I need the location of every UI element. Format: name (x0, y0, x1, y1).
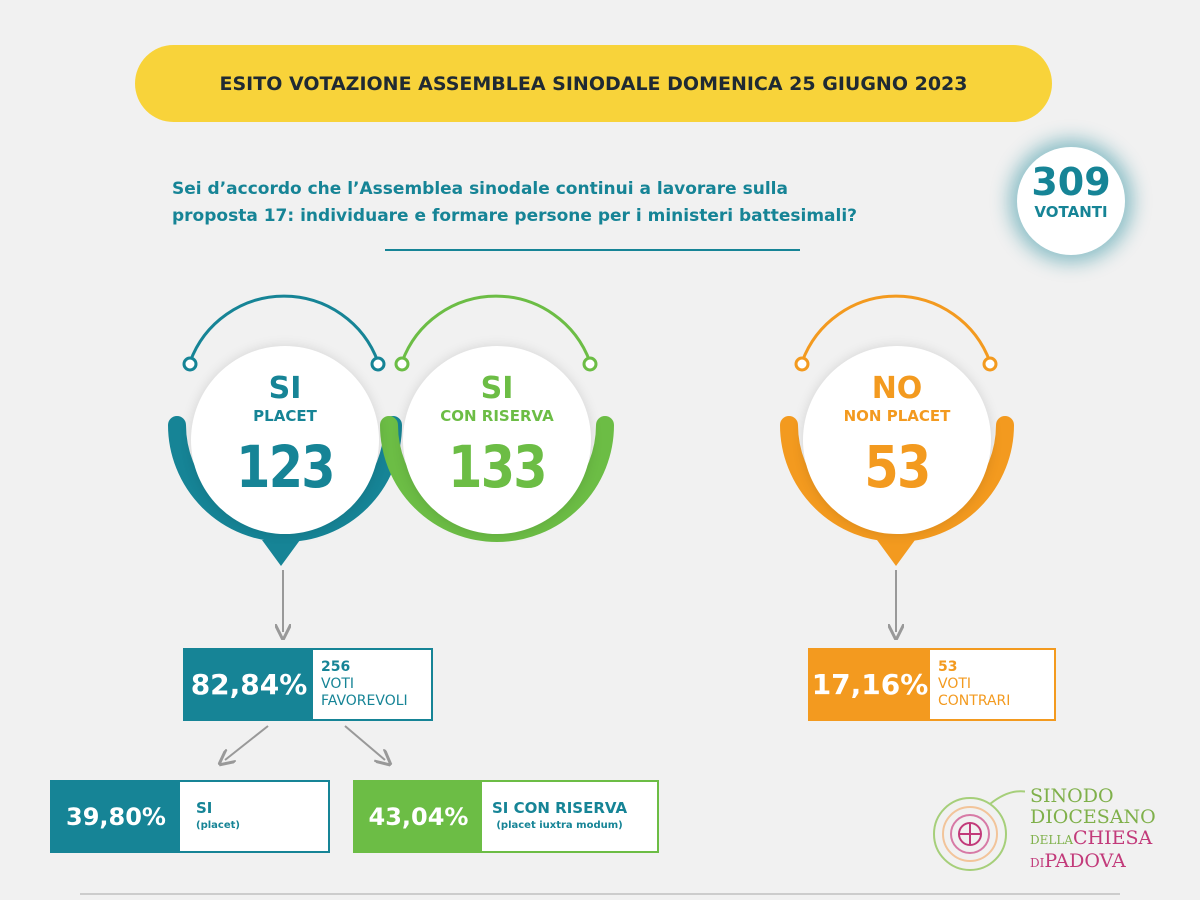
option-count: 123 (236, 433, 336, 501)
footer-divider (80, 893, 1120, 895)
breakdown-riserva-label: SI CON RISERVA (492, 798, 628, 817)
option-count: 53 (864, 433, 931, 501)
spiral-cross-icon (933, 790, 1025, 871)
option-si-con-riserva: SI CON RISERVA 133 (403, 346, 591, 534)
option-si-placet: SI PLACET 123 (191, 346, 379, 534)
logo-di: DI (1030, 856, 1045, 870)
option-title: SI (268, 371, 302, 406)
contrari-label-2: CONTRARI (938, 693, 1011, 709)
option-title: SI (480, 371, 514, 406)
breakdown-si-percent: 39,80% (52, 782, 180, 851)
voters-count: 309 (1031, 160, 1111, 204)
favorevoli-label-2: FAVOREVOLI (321, 693, 408, 709)
logo-line-1: SINODO (1030, 785, 1114, 807)
breakdown-si-details: SI (placet) (180, 782, 240, 851)
voters-label: VOTANTI (1034, 203, 1108, 221)
contrari-box: 17,16% 53 VOTI CONTRARI (808, 648, 1056, 721)
breakdown-riserva-details: SI CON RISERVA (placet iuxtra modum) (482, 782, 627, 851)
favorevoli-label-1: VOTI (321, 676, 355, 692)
logo-chiesa: CHIESA (1072, 827, 1153, 849)
breakdown-si-box: 39,80% SI (placet) (50, 780, 330, 853)
option-subtitle: PLACET (253, 407, 317, 425)
breakdown-si-sub: (placet) (196, 819, 240, 831)
contrari-count: 53 (938, 659, 958, 675)
breakdown-riserva-sub: (placet iuxtra modum) (496, 819, 623, 831)
contrari-details: 53 VOTI CONTRARI (930, 650, 1010, 719)
logo-della: DELLA (1030, 833, 1073, 847)
title-banner: ESITO VOTAZIONE ASSEMBLEA SINODALE DOMEN… (135, 45, 1052, 122)
breakdown-riserva-percent: 43,04% (355, 782, 482, 851)
question-line-1: Sei d’accordo che l’Assemblea sinodale c… (172, 179, 788, 199)
option-subtitle: CON RISERVA (440, 407, 554, 425)
contrari-label-1: VOTI (938, 676, 972, 692)
favorevoli-box: 82,84% 256 VOTI FAVOREVOLI (183, 648, 433, 721)
sinodo-logo: SINODO DIOCESANO DELLACHIESA DIPADOVA (930, 782, 1160, 882)
favorevoli-percent: 82,84% (185, 650, 313, 719)
question-line-2: proposta 17: individuare e formare perso… (172, 206, 858, 226)
breakdown-riserva-box: 43,04% SI CON RISERVA (placet iuxtra mod… (353, 780, 659, 853)
breakdown-si-label: SI (196, 798, 213, 817)
option-count: 133 (448, 433, 548, 501)
contrari-percent: 17,16% (810, 650, 930, 719)
option-subtitle: NON PLACET (843, 407, 951, 425)
question: Sei d’accordo che l’Assemblea sinodale c… (172, 176, 972, 230)
logo-padova: PADOVA (1044, 850, 1126, 872)
logo-line-2: DIOCESANO (1030, 806, 1156, 828)
option-title: NO (871, 371, 923, 406)
favorevoli-details: 256 VOTI FAVOREVOLI (313, 650, 408, 719)
option-no-non-placet: NO NON PLACET 53 (803, 346, 991, 534)
divider (385, 249, 800, 251)
voters-badge: 309 VOTANTI (1017, 147, 1125, 255)
favorevoli-count: 256 (321, 659, 351, 675)
